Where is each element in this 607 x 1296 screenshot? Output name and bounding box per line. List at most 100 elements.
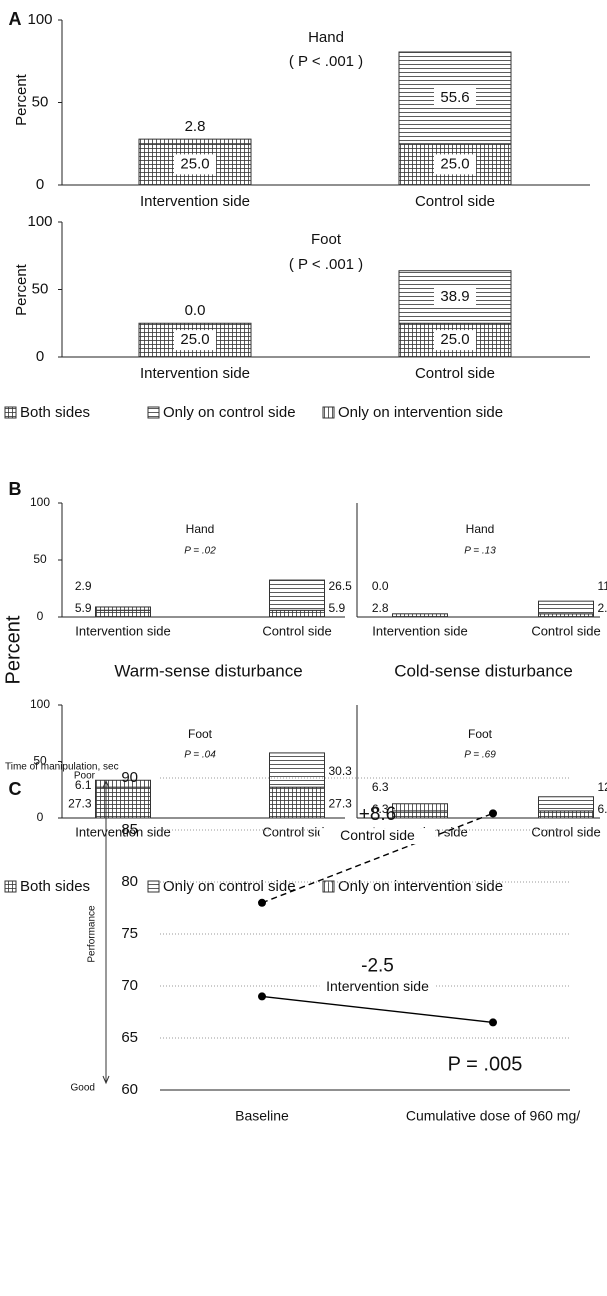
point: [258, 992, 266, 1001]
x-tick-label: Intervention side: [75, 824, 170, 839]
x-tick-label: Intervention side: [372, 623, 467, 638]
data-label: 6.3: [372, 802, 389, 816]
y-tick-label: 100: [27, 213, 52, 230]
point: [489, 1018, 497, 1027]
x-tick-label: Intervention side: [140, 193, 250, 210]
data-label: 2.8: [185, 118, 206, 135]
y-tick-label: 100: [30, 495, 50, 509]
y-tick-label: 50: [33, 754, 47, 768]
data-label: 5.9: [75, 601, 92, 615]
legend-label: Both sides: [20, 878, 90, 895]
panel-letter: A: [9, 9, 22, 29]
chart-subtitle: P = .02: [184, 546, 216, 557]
legend-swatch: [322, 406, 335, 419]
y-tick-label: 0: [36, 176, 44, 193]
bar-segment: [269, 609, 325, 618]
label-bg: [319, 979, 436, 996]
label-bg: [434, 154, 476, 175]
bar-segment: [392, 803, 448, 812]
label-bg: [319, 828, 436, 845]
data-label: 0.0: [372, 579, 389, 593]
bar-segment: [538, 796, 594, 812]
bar-segment: [269, 786, 325, 819]
label-bg: [174, 154, 216, 175]
data-label: 25.0: [440, 331, 469, 348]
chart-title: Time of manipulation, sec: [5, 762, 119, 773]
data-label: 25.0: [180, 331, 209, 348]
chart-subtitle: ( P < .001 ): [289, 53, 363, 70]
chart-subtitle: P = .69: [464, 750, 496, 761]
data-label: 26.5: [329, 579, 353, 593]
chart-subtitle: P = .13: [464, 546, 496, 557]
y-tick-label: 75: [121, 925, 138, 942]
chart-title: Hand: [466, 522, 495, 536]
legend-label: Both sides: [20, 404, 90, 421]
x-tick-label: Control side: [415, 193, 495, 210]
y-tick-label: 100: [27, 11, 52, 28]
y-axis-label: Percent: [2, 615, 24, 684]
data-label: 38.9: [440, 288, 469, 305]
bar-segment: [138, 138, 252, 145]
y-tick-label: 70: [121, 977, 138, 994]
y-tick-label: 50: [32, 280, 49, 297]
bar-segment: [95, 786, 151, 819]
y-tick-label: 80: [121, 873, 138, 890]
y-tick-label: 0: [36, 348, 44, 365]
chart-title: Foot: [188, 727, 213, 741]
series-line: [261, 995, 494, 1024]
legend-swatch: [322, 880, 335, 893]
y-tick-label: 100: [30, 697, 50, 711]
chart-title: Foot: [311, 231, 342, 248]
bar-segment: [392, 613, 448, 618]
legend-label: Only on intervention side: [338, 404, 503, 421]
bar-segment: [392, 810, 448, 819]
data-label: 11.: [598, 579, 607, 593]
y-tick-label: 90: [121, 769, 138, 786]
point: [258, 898, 266, 907]
y-tick-label: 0: [37, 609, 44, 623]
data-label: 12.5: [598, 780, 607, 794]
legend-label: Only on control side: [163, 404, 296, 421]
row-caption: Cold-sense disturbance: [394, 661, 573, 680]
y-tick-label: 0: [37, 810, 44, 824]
series-line: [261, 812, 494, 904]
data-label: 55.6: [440, 89, 469, 106]
x-tick-label: Control side: [262, 623, 331, 638]
data-label: 2.8: [598, 601, 607, 615]
arrow-head: [102, 1075, 110, 1085]
y-tick-label: 60: [121, 1081, 138, 1098]
bar-segment: [95, 609, 151, 618]
data-label: 2.9: [75, 579, 92, 593]
y-tick-label: 50: [32, 93, 49, 110]
data-label: 25.0: [440, 155, 469, 172]
data-label: 27.3: [68, 797, 92, 811]
arrow-head: [102, 779, 110, 789]
label-bg: [434, 330, 476, 351]
legend-swatch: [147, 406, 160, 419]
change-annotation: -2.5: [361, 955, 394, 976]
x-tick-label: Control side: [415, 365, 495, 382]
x-tick-label: Control side: [531, 824, 600, 839]
data-label: 5.9: [329, 601, 346, 615]
bar-segment: [95, 779, 151, 788]
chart-subtitle: ( P < .001 ): [289, 256, 363, 273]
chart-title: Hand: [308, 29, 344, 46]
y-axis-label: Percent: [13, 263, 30, 316]
chart-title: Foot: [468, 727, 493, 741]
legend-label: Only on intervention side: [338, 878, 503, 895]
x-tick-label: Baseline: [235, 1108, 289, 1124]
data-label: 6.1: [75, 778, 92, 792]
bar-segment: [538, 810, 594, 819]
row-caption: Warm-sense disturbance: [114, 661, 302, 680]
panel-letter: B: [9, 479, 22, 499]
x-tick-label: Cumulative dose of 960 mg/: [406, 1108, 580, 1124]
data-label: 25.0: [180, 155, 209, 172]
legend-swatch: [4, 406, 17, 419]
panel-letter: C: [9, 779, 22, 799]
data-label: 27.3: [329, 797, 353, 811]
y-tick-label: 65: [121, 1029, 138, 1046]
data-label: 0.0: [185, 302, 206, 319]
y-tick-label: 85: [121, 821, 138, 838]
label-bg: [174, 330, 216, 351]
